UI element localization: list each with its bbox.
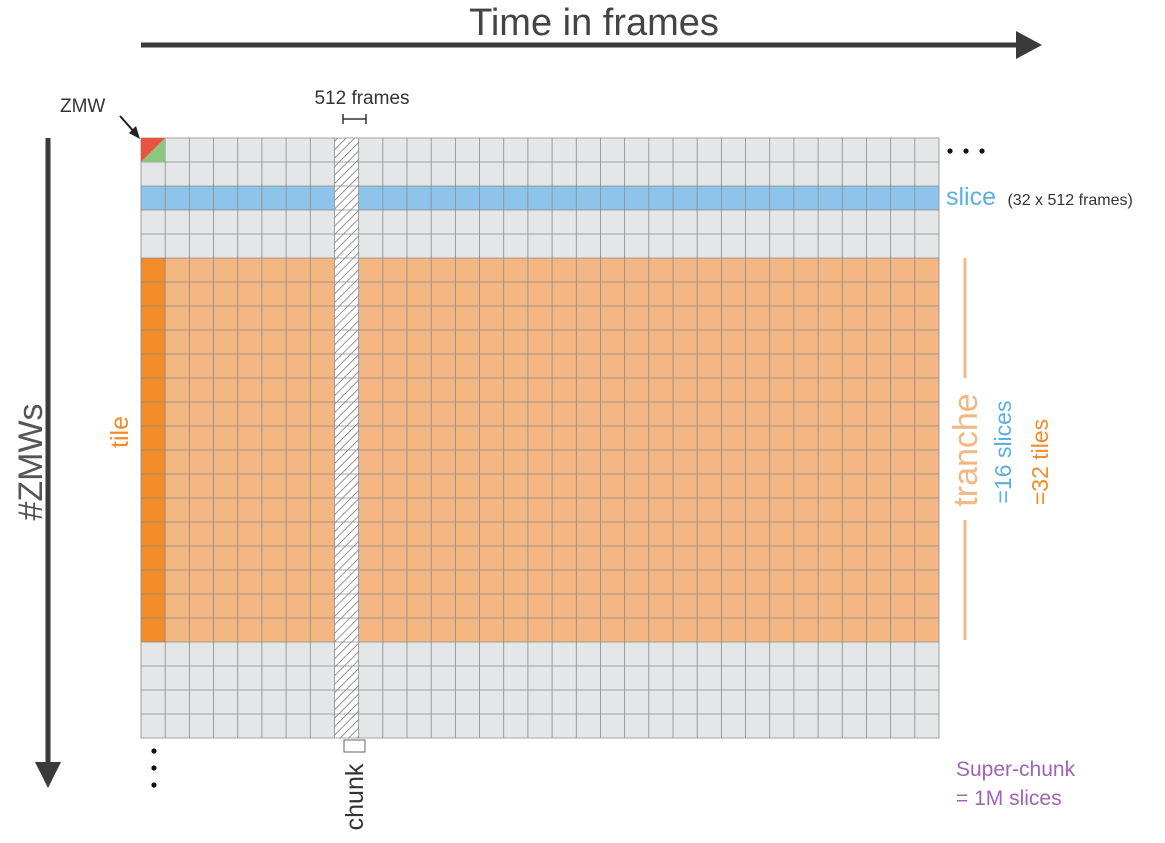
- rows-continue-ellipsis: [151, 748, 157, 788]
- slice-label: slice (32 x 512 frames): [946, 183, 1133, 211]
- zmw-cell-green: [141, 138, 166, 162]
- time-axis-label: Time in frames: [469, 2, 719, 44]
- zmw-pointer-arrow: [119, 115, 140, 139]
- chunk-label: chunk: [341, 763, 369, 830]
- slice-label-main: slice: [946, 183, 996, 211]
- tranche-slices-label: =16 slices: [990, 401, 1016, 504]
- zmw-axis-label: #ZMWs: [12, 403, 50, 520]
- chunk-column: [334, 138, 359, 738]
- zmw-axis-arrow: [35, 138, 61, 788]
- chunk-width-label: 512 frames: [314, 88, 409, 109]
- superchunk-size-label: = 1M slices: [956, 787, 1062, 810]
- zmw-label: ZMW: [60, 96, 105, 117]
- zmw-frame-grid: [140, 137, 940, 739]
- slice-label-detail: (32 x 512 frames): [1007, 192, 1132, 209]
- columns-continue-ellipsis: [947, 148, 985, 154]
- tranche-tiles-label: =32 tiles: [1027, 419, 1053, 505]
- tranche-label: tranche: [947, 393, 985, 506]
- time-axis-arrow: [141, 31, 1042, 59]
- chunk-width-bracket: [342, 114, 367, 124]
- chunk-label-tab: [343, 739, 366, 753]
- tile-label: tile: [106, 416, 134, 448]
- slice-row: [141, 186, 939, 210]
- superchunk-label: Super-chunk: [956, 758, 1076, 781]
